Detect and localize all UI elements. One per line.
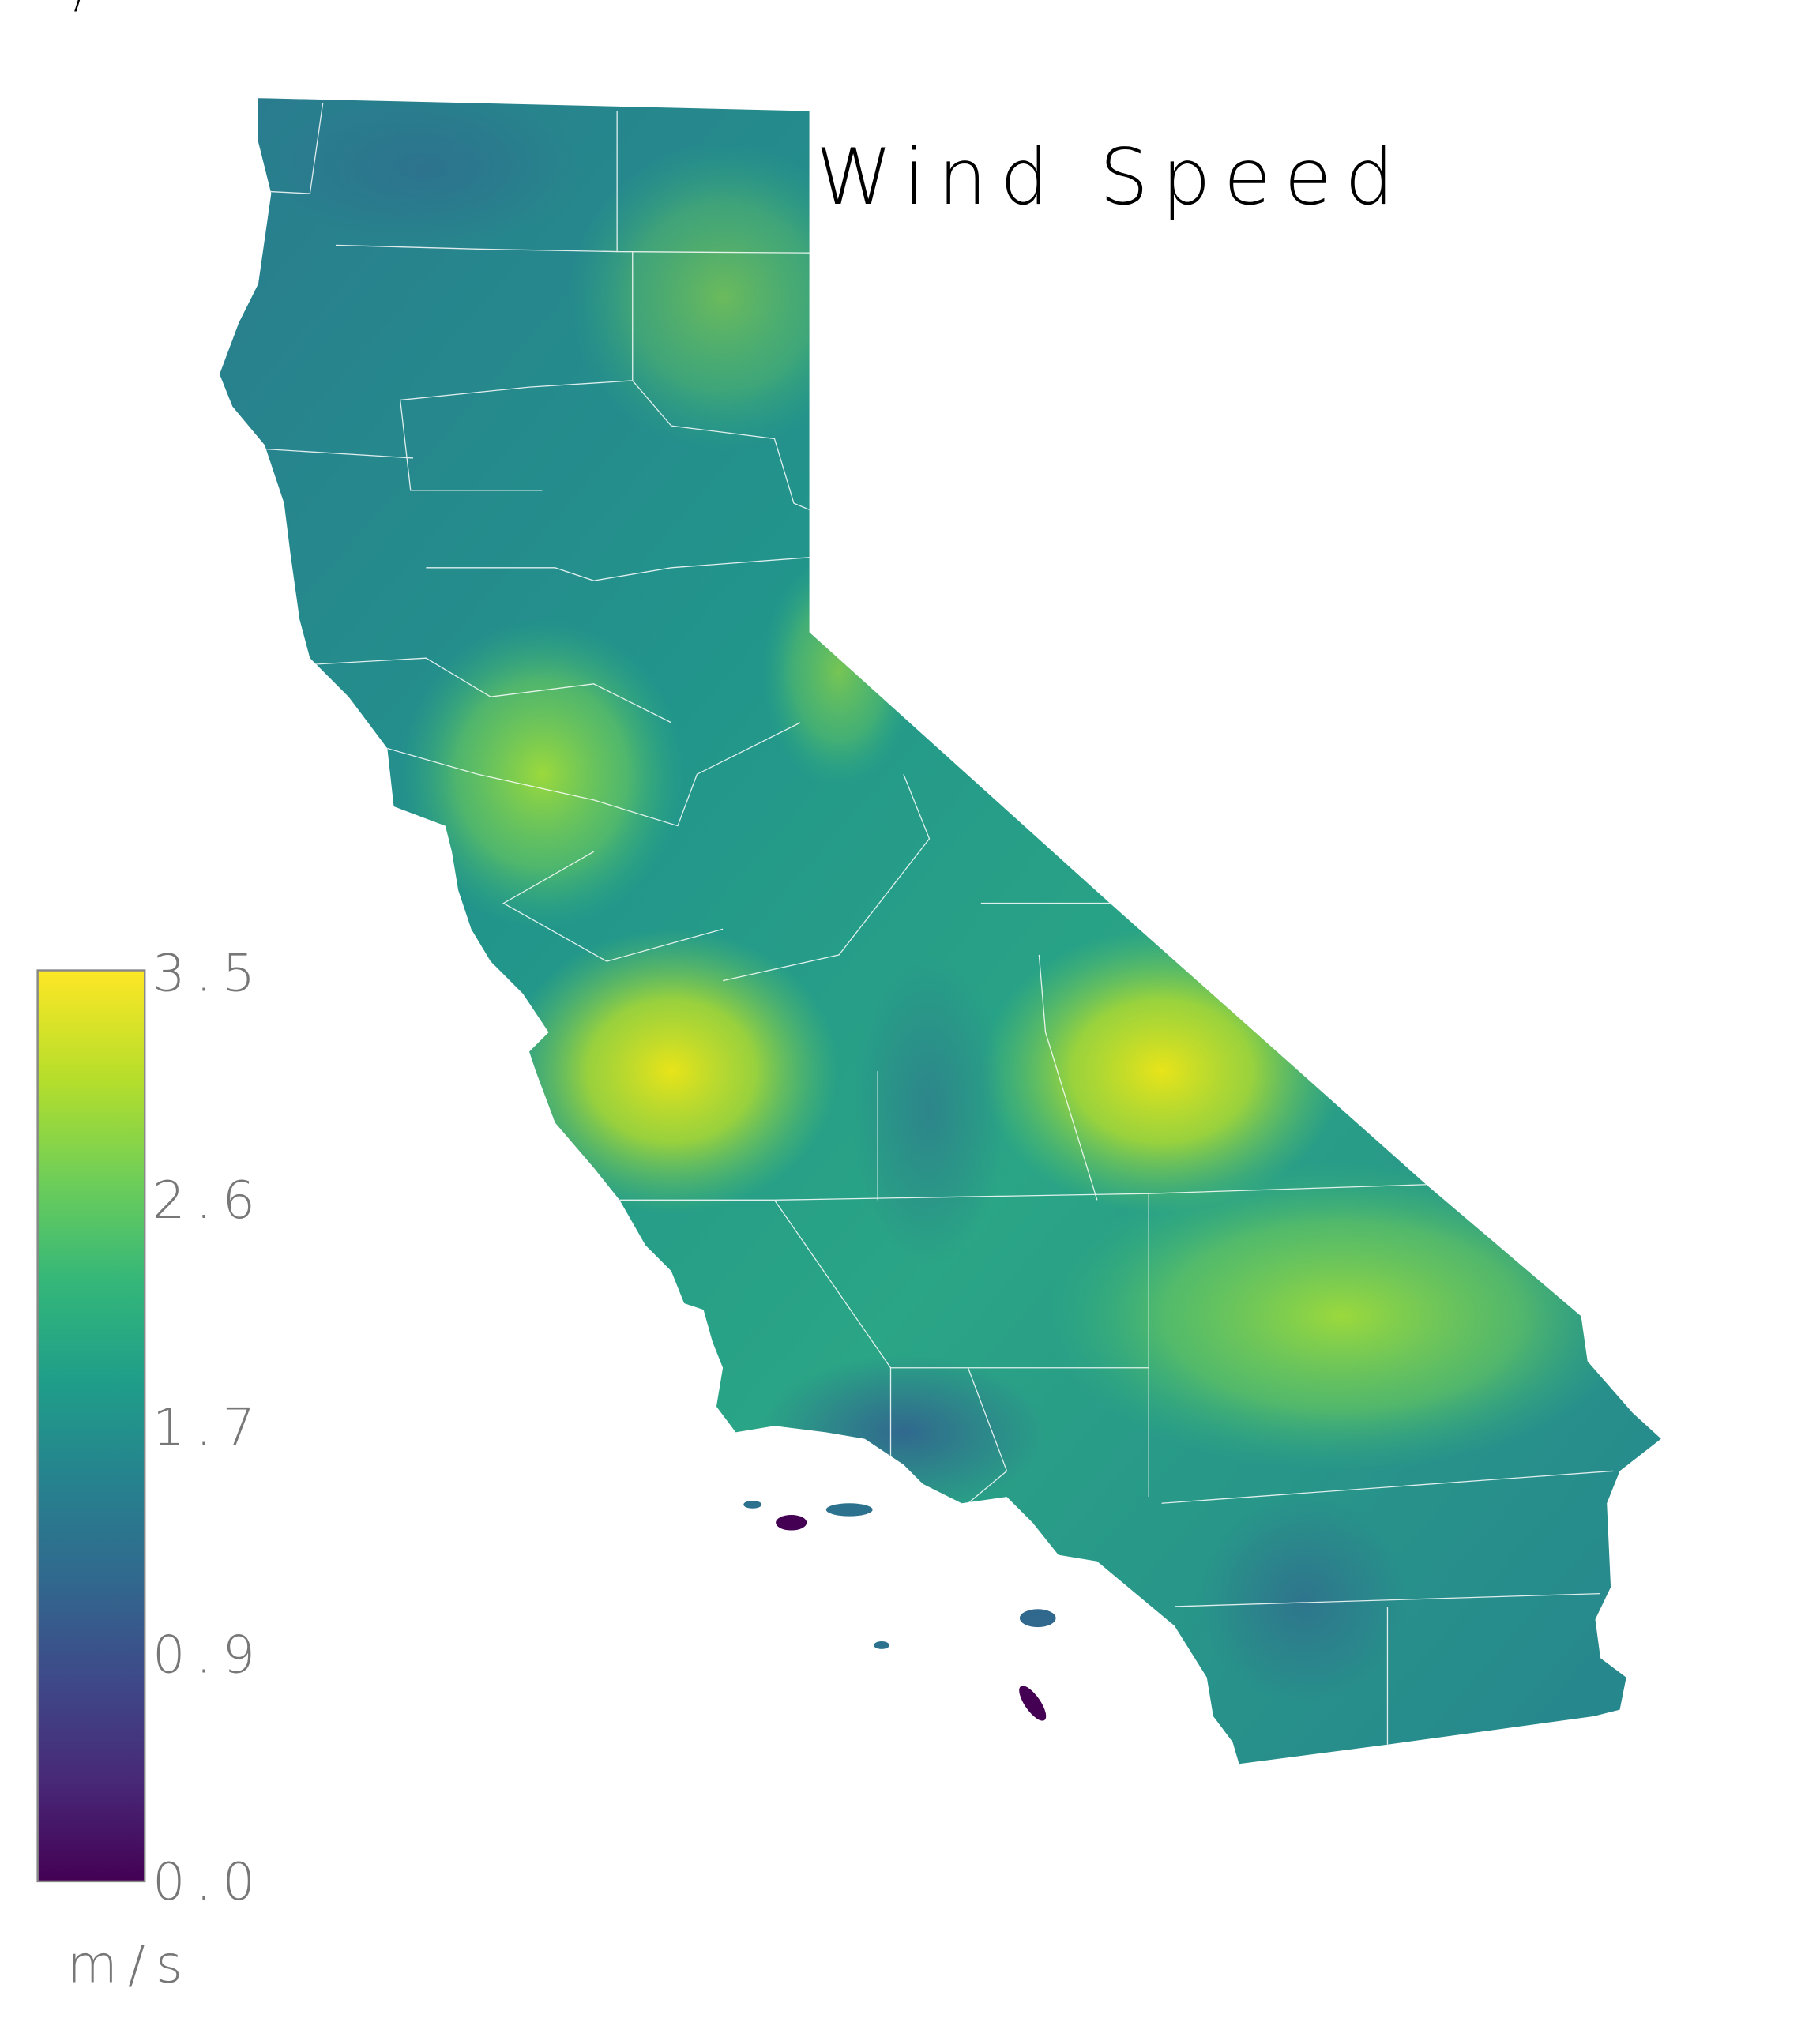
island bbox=[776, 1514, 807, 1531]
california-map bbox=[219, 98, 1661, 1765]
colorbar-tick: 0.9 bbox=[152, 1625, 265, 1685]
colorbar-legend: 3.5 2.6 1.7 0.9 0.0 m/s bbox=[36, 944, 265, 1994]
wind-field-mojave bbox=[1045, 1161, 1640, 1471]
calm-field-north bbox=[271, 98, 581, 246]
island bbox=[743, 1500, 762, 1509]
county-borders bbox=[258, 103, 1614, 1745]
wind-field-northeast bbox=[568, 141, 878, 452]
calm-field-sierra bbox=[852, 954, 1007, 1265]
colorbar-tick: 1.7 bbox=[152, 1398, 265, 1458]
wind-field-sierra bbox=[761, 554, 917, 787]
colorbar-tick: 3.5 bbox=[152, 944, 265, 1004]
island bbox=[1019, 1609, 1056, 1628]
map-base-fill bbox=[219, 98, 1661, 1765]
wind-field-central-coast bbox=[503, 929, 840, 1213]
calm-field-sd bbox=[1200, 1497, 1407, 1704]
island bbox=[874, 1641, 889, 1649]
wind-field-delta bbox=[400, 619, 685, 930]
colorbar-tick: 0.0 bbox=[152, 1852, 265, 1912]
corner-mark: / bbox=[73, 0, 87, 17]
channel-islands bbox=[743, 1500, 1056, 1721]
map-title: Wind Speed bbox=[816, 133, 1407, 223]
island bbox=[825, 1503, 873, 1516]
colorbar bbox=[36, 969, 146, 1883]
calm-field-la bbox=[761, 1355, 1046, 1510]
colorbar-tick: 2.6 bbox=[152, 1171, 265, 1231]
colorbar-unit-label: m/s bbox=[67, 1934, 193, 1994]
island bbox=[1019, 1686, 1047, 1721]
